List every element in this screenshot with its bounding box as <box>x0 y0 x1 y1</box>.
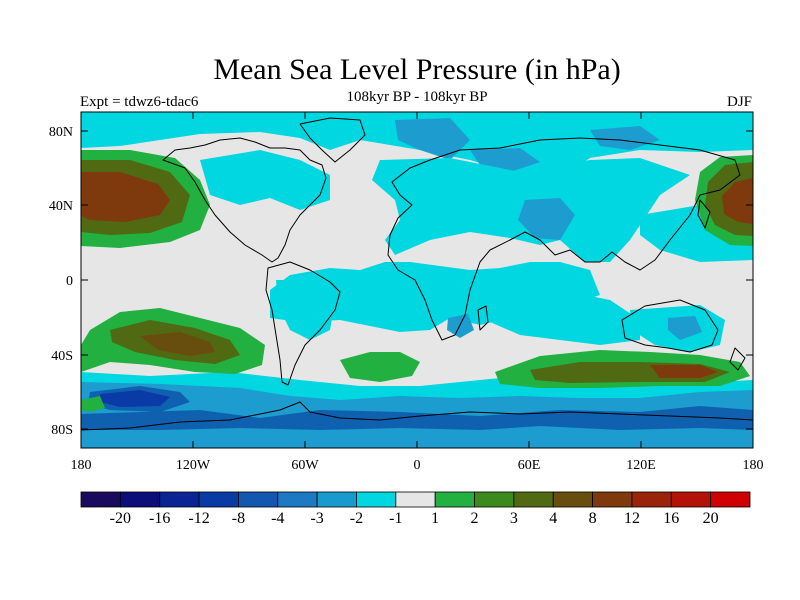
colorbar-label: -1 <box>389 510 402 527</box>
colorbar-label: 2 <box>471 510 479 527</box>
lat-label-80n: 80N <box>49 125 73 140</box>
map-field <box>81 112 753 448</box>
colorbar-swatch <box>80 491 121 508</box>
colorbar-swatch <box>592 491 633 508</box>
colorbar-swatch <box>198 491 239 508</box>
experiment-label: Expt = tdwz6-tdac6 <box>80 94 199 110</box>
season-label: DJF <box>726 94 752 110</box>
colorbar-label: 3 <box>510 510 518 527</box>
colorbar-swatch <box>316 491 357 508</box>
coast-north-america <box>162 137 327 263</box>
lon-label-60e: 60E <box>518 458 541 473</box>
colorbar-swatch <box>159 491 200 508</box>
coast-eurasia-africa <box>387 137 741 341</box>
colorbar-swatch <box>434 491 475 508</box>
lon-label-180-west: 180 <box>71 458 92 473</box>
india-blue-patch <box>518 198 575 240</box>
colorbar-label: -2 <box>350 510 363 527</box>
colorbar-swatch <box>670 491 712 508</box>
north-america-cyan <box>200 150 330 210</box>
australia-blue-spot <box>668 316 702 340</box>
lon-label-0: 0 <box>414 458 421 473</box>
colorbar-swatch <box>356 491 397 508</box>
lat-label-40n: 40N <box>49 199 73 214</box>
colorbar-swatch <box>119 491 161 508</box>
colorbar-label: -4 <box>271 510 284 527</box>
south-pacific-deep-low <box>100 390 170 407</box>
colorbar-label: 20 <box>703 510 719 527</box>
colorbar-swatch <box>277 491 318 508</box>
coast-japan <box>697 199 711 229</box>
coast-new-zealand <box>729 347 746 371</box>
colorbar-label: -16 <box>149 510 170 527</box>
colorbar-swatch <box>238 491 279 508</box>
east-pacific-green-rim <box>81 396 105 412</box>
lon-label-60w: 60W <box>291 458 319 473</box>
coast-madagascar <box>477 305 489 331</box>
colorbar-label: -3 <box>310 510 323 527</box>
map-subtitle: 108kyr BP - 108kyr BP <box>346 89 488 105</box>
colorbar-swatch <box>474 491 515 508</box>
colorbar-label: -20 <box>110 510 131 527</box>
colorbar-label: -12 <box>188 510 209 527</box>
colorbar-label: -8 <box>232 510 245 527</box>
colorbar-swatch <box>631 491 672 508</box>
coastlines <box>81 117 753 431</box>
lon-label-120e: 120E <box>626 458 656 473</box>
lon-label-120w: 120W <box>176 458 211 473</box>
indian-ocean-cyan <box>490 290 640 345</box>
map-title: Mean Sea Level Pressure (in hPa) <box>213 53 621 86</box>
brazil-cyan-tongue <box>276 280 335 340</box>
lat-label-equator: 0 <box>66 274 73 289</box>
africa-blue-spot <box>447 314 474 338</box>
west-pacific-high-core <box>722 178 753 224</box>
colorbar-label: 8 <box>589 510 597 527</box>
coast-greenland <box>299 117 366 163</box>
antarctic-deep-blue <box>81 406 753 430</box>
coast-australia <box>621 299 719 353</box>
latitude-axis <box>81 130 753 430</box>
colorbar-swatch <box>710 491 751 508</box>
south-pacific-high-core <box>140 332 215 356</box>
coast-antarctica <box>81 401 753 431</box>
colorbar-label: 16 <box>663 510 679 527</box>
colorbar-swatch <box>513 491 554 508</box>
longitude-axis <box>192 112 642 448</box>
colorbar-label: 1 <box>431 510 439 527</box>
colorbar-swatch <box>552 491 593 508</box>
colorbar-label: 12 <box>624 510 640 527</box>
colorbar: -20 -16 -12 -8 -4 -3 -2 -1 1 2 3 4 8 12 16 20 <box>80 491 751 527</box>
lon-label-180-east: 180 <box>743 458 764 473</box>
north-pacific-high-core <box>81 172 170 222</box>
lat-label-40s: 40S <box>51 349 73 364</box>
south-atlantic-high <box>340 352 420 382</box>
colorbar-label: 4 <box>549 510 557 527</box>
coast-south-america <box>265 261 341 386</box>
colorbar-swatch <box>395 491 436 508</box>
lat-label-80s: 80S <box>51 423 73 438</box>
south-indian-high-core <box>650 365 718 378</box>
arctic-blue-patches <box>395 118 660 172</box>
